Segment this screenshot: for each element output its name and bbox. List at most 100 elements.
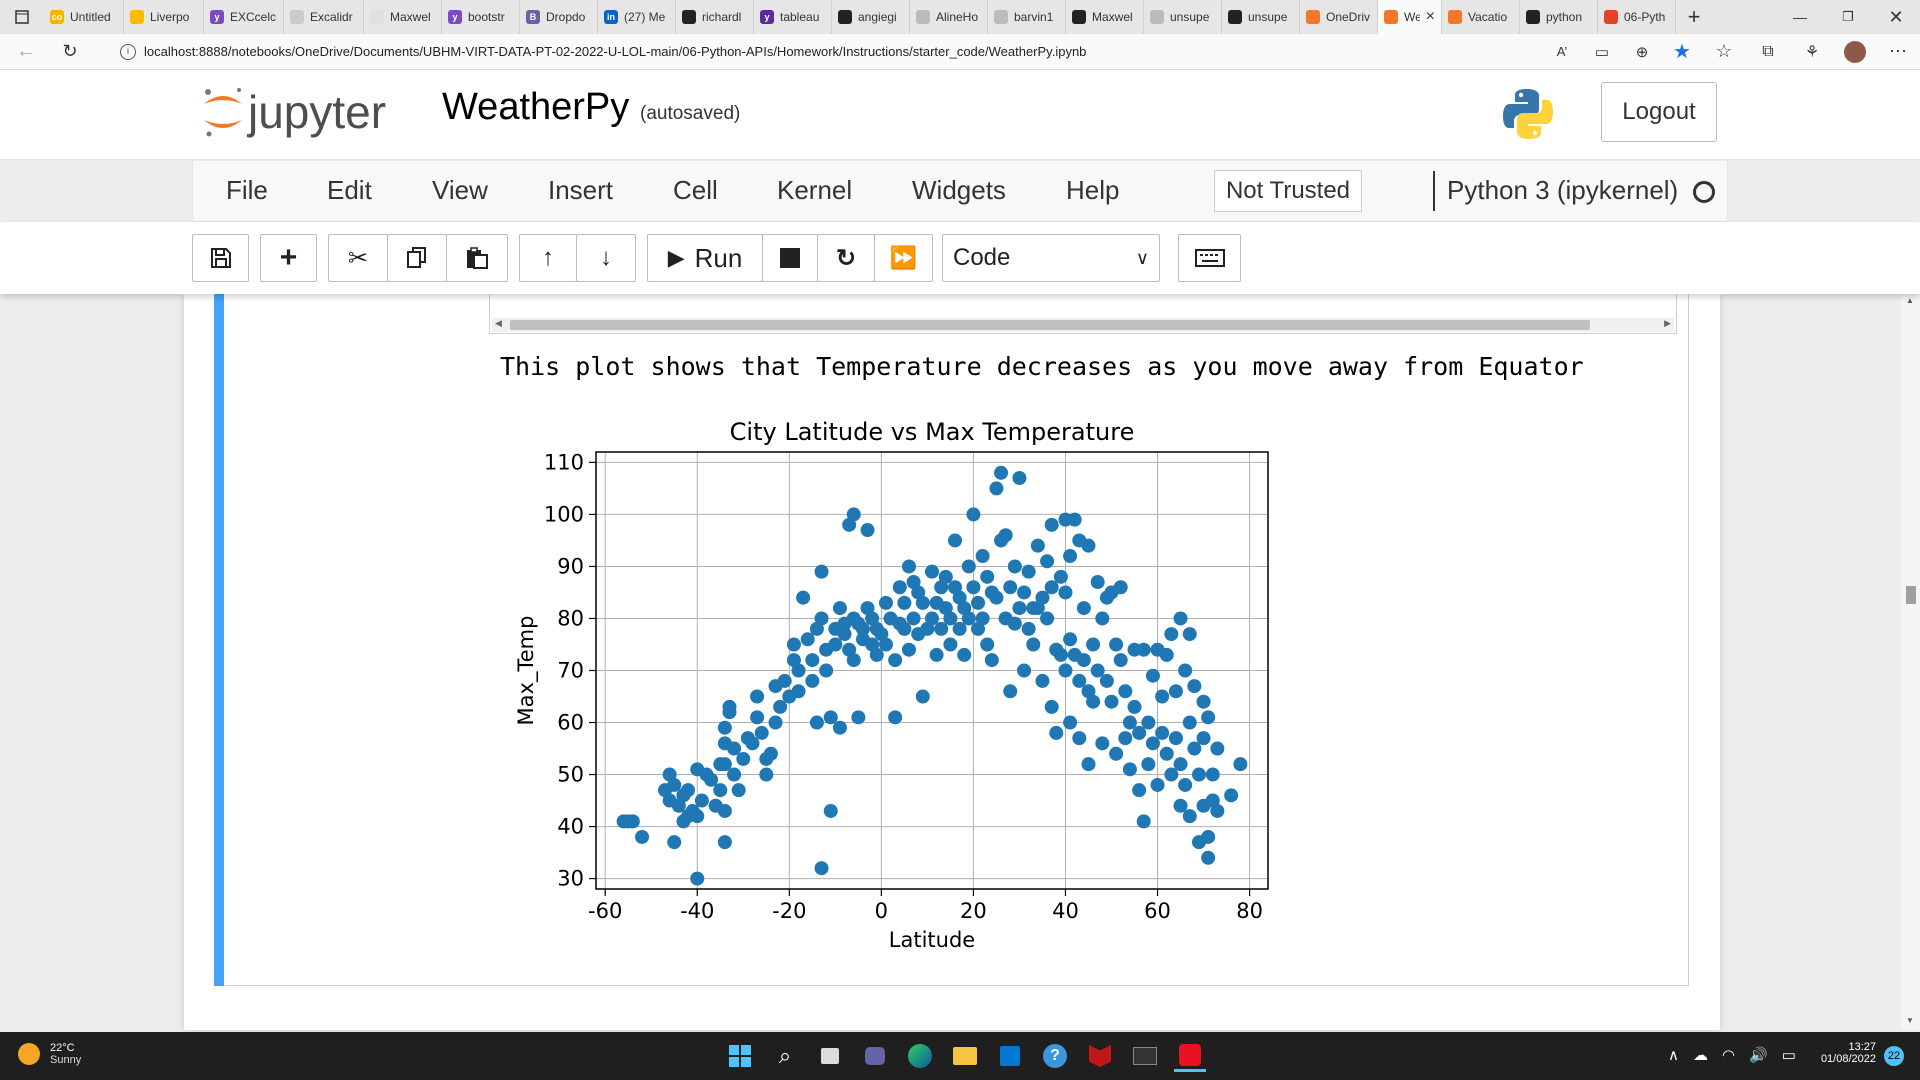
minimize-button[interactable]: — (1793, 9, 1807, 25)
restart-button[interactable]: ↻ (817, 234, 875, 282)
edge-browser-icon[interactable] (904, 1040, 936, 1072)
refresh-icon[interactable]: ↻ (62, 41, 78, 61)
close-window-button[interactable]: ✕ (1888, 6, 1904, 27)
paste-button[interactable] (446, 234, 508, 282)
browser-tab[interactable]: B Dropdo (520, 0, 598, 34)
wifi-icon[interactable]: ◠ (1721, 1047, 1736, 1064)
browser-tab[interactable]: Liverpo (124, 0, 204, 34)
logout-button[interactable]: Logout (1601, 82, 1717, 142)
restore-button[interactable]: ❐ (1842, 9, 1854, 24)
extensions-icon[interactable]: ⚘ (1804, 43, 1820, 61)
menu-file[interactable]: File (226, 175, 268, 205)
browser-tab[interactable]: AlineHo (910, 0, 988, 34)
snipping-tool-icon[interactable] (1174, 1040, 1206, 1072)
browser-tab[interactable]: y EXCcelc (204, 0, 284, 34)
browser-tab[interactable]: Maxwel (364, 0, 442, 34)
file-explorer-icon[interactable] (949, 1040, 981, 1072)
battery-icon[interactable]: ▭ (1781, 1047, 1796, 1064)
mcafee-icon[interactable] (1084, 1040, 1116, 1072)
command-palette-button[interactable] (1178, 234, 1241, 282)
browser-tab[interactable]: unsupe (1222, 0, 1300, 34)
menu-edit[interactable]: Edit (327, 175, 372, 205)
profile-avatar[interactable] (1844, 40, 1866, 63)
url-field[interactable]: localhost:8888/notebooks/OneDrive/Docume… (144, 44, 1087, 59)
browser-tab[interactable]: angiegi (832, 0, 910, 34)
move-up-button[interactable]: ↑ (519, 234, 577, 282)
collections-icon[interactable]: ⧉ (1762, 42, 1774, 60)
kernel-name[interactable]: Python 3 (ipykernel) (1447, 175, 1679, 205)
menu-widgets[interactable]: Widgets (912, 175, 1006, 205)
data-point (731, 783, 746, 798)
browser-tab[interactable]: barvin1 (988, 0, 1066, 34)
menu-cell[interactable]: Cell (673, 175, 718, 205)
browser-tab[interactable]: 06-Pyth (1598, 0, 1676, 34)
browser-tab[interactable]: Vacatio (1442, 0, 1520, 34)
menu-view[interactable]: View (432, 175, 488, 205)
copy-button[interactable] (387, 234, 447, 282)
zoom-icon[interactable]: ⊕ (1635, 43, 1649, 61)
tab-actions-icon[interactable] (0, 0, 44, 34)
reader-view-icon[interactable]: ▭ (1594, 43, 1610, 61)
browser-tab[interactable]: co Untitled (44, 0, 124, 34)
onedrive-icon[interactable]: ☁ (1692, 1047, 1708, 1064)
terminal-icon[interactable] (1129, 1040, 1161, 1072)
favorites-icon[interactable]: ☆ (1715, 41, 1733, 61)
read-aloud-icon[interactable]: A’ (1556, 44, 1568, 59)
restart-run-all-button[interactable]: ⏩ (874, 234, 933, 282)
notebook-title[interactable]: WeatherPy (442, 86, 630, 128)
menu-insert[interactable]: Insert (548, 175, 614, 205)
favorite-star-icon[interactable]: ★ (1673, 41, 1691, 63)
tab-label: Excalidr (310, 10, 353, 24)
data-point (897, 621, 912, 636)
microsoft-store-icon[interactable] (994, 1040, 1026, 1072)
more-menu-icon[interactable]: ⋯ (1889, 41, 1907, 61)
task-view-icon[interactable] (814, 1040, 846, 1072)
browser-tab[interactable]: unsupe (1144, 0, 1222, 34)
scroll-right-icon[interactable]: ▶ (1664, 318, 1671, 328)
browser-tab[interactable]: python (1520, 0, 1598, 34)
scrollbar-thumb[interactable] (510, 320, 1590, 330)
scroll-down-icon[interactable]: ▼ (1906, 1016, 1914, 1025)
search-icon[interactable]: ⌕ (778, 1043, 792, 1068)
back-button[interactable]: ← (16, 40, 36, 62)
chevron-up-icon[interactable]: ∧ (1668, 1047, 1679, 1064)
interrupt-button[interactable] (762, 234, 818, 282)
close-tab-icon[interactable]: × (1425, 8, 1435, 25)
page-scrollbar-thumb[interactable] (1906, 586, 1916, 604)
weather-widget[interactable]: 22°C Sunny (18, 1042, 81, 1066)
browser-tab[interactable]: y tableau (754, 0, 832, 34)
clock[interactable]: 13:27 01/08/2022 (1800, 1041, 1876, 1065)
browser-tab[interactable]: We × (1378, 0, 1442, 34)
cell-type-select[interactable]: Code ∨ (942, 234, 1160, 282)
browser-tab[interactable]: Maxwel (1066, 0, 1144, 34)
scroll-left-icon[interactable]: ◀ (495, 318, 502, 328)
scroll-up-icon[interactable]: ▲ (1906, 296, 1914, 305)
horizontal-scrollbar[interactable]: ◀ ▶ (492, 318, 1674, 332)
browser-tab[interactable]: richardl (676, 0, 754, 34)
kernel-divider (1433, 171, 1435, 211)
move-down-button[interactable]: ↓ (576, 234, 636, 282)
browser-tab[interactable]: OneDriv (1300, 0, 1378, 34)
insert-cell-button[interactable]: + (260, 234, 317, 282)
data-point (1081, 757, 1096, 772)
run-button[interactable]: ▶ Run (647, 234, 763, 282)
page-scrollbar[interactable]: ▲ ▼ (1901, 294, 1920, 1030)
cut-button[interactable]: ✂ (328, 234, 388, 282)
trust-indicator[interactable]: Not Trusted (1214, 170, 1362, 212)
new-tab-button[interactable]: + (1687, 4, 1701, 29)
jupyter-logo[interactable]: jupyter (200, 84, 386, 140)
save-button[interactable] (192, 234, 249, 282)
notification-badge[interactable]: 22 (1884, 1046, 1904, 1066)
start-icon[interactable] (724, 1040, 756, 1072)
volume-icon[interactable]: 🔊 (1749, 1047, 1768, 1064)
site-info-icon[interactable]: i (120, 43, 136, 60)
menu-help[interactable]: Help (1066, 175, 1120, 205)
help-app-icon[interactable]: ? (1039, 1040, 1071, 1072)
browser-tab[interactable]: Excalidr (284, 0, 364, 34)
browser-tab[interactable]: y bootstr (442, 0, 520, 34)
code-cell-output[interactable] (224, 294, 1689, 986)
data-point (1141, 757, 1156, 772)
menu-kernel[interactable]: Kernel (777, 175, 853, 205)
browser-tab[interactable]: in (27) Me (598, 0, 676, 34)
teams-chat-icon[interactable] (859, 1040, 891, 1072)
